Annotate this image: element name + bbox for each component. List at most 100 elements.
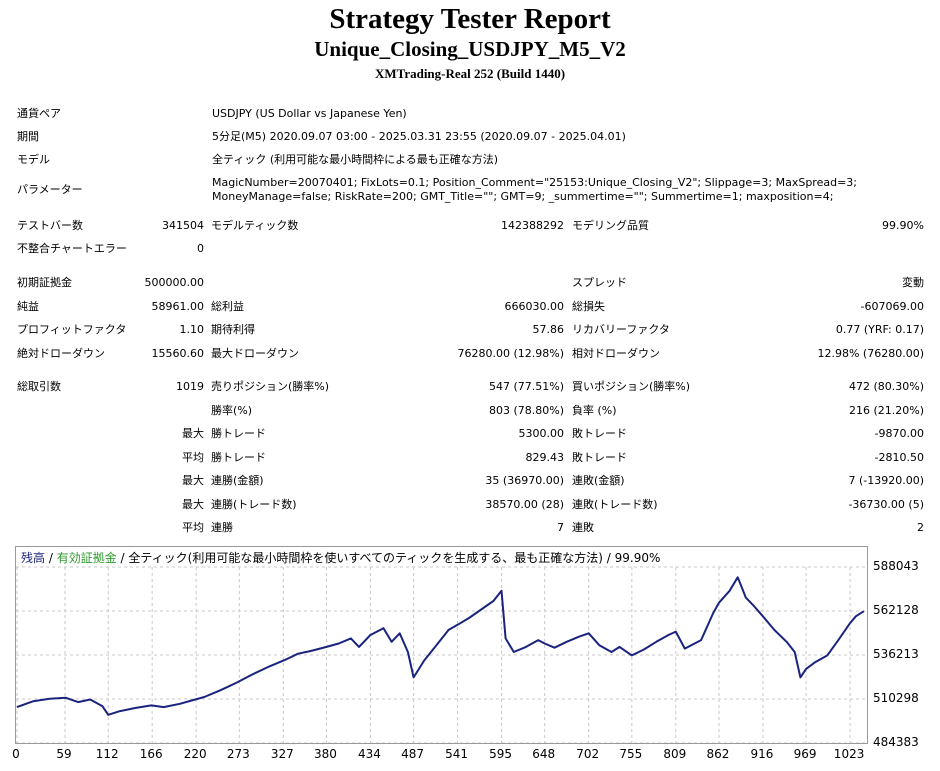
long-positions-value: 472 (80.30%) bbox=[848, 380, 924, 393]
period-value: 5分足(M5) 2020.09.07 03:00 - 2025.03.31 23… bbox=[212, 130, 626, 143]
x-tick-label: 809 bbox=[663, 747, 687, 761]
balance-line bbox=[16, 576, 865, 716]
gross-loss-label: 総損失 bbox=[572, 300, 605, 313]
expected-payoff-value: 57.86 bbox=[532, 323, 565, 336]
symbol-value: USDJPY (US Dollar vs Japanese Yen) bbox=[212, 107, 407, 120]
balance-chart: 残高 / 有効証拠金 / 全ティック(利用可能な最小時間枠を使いすべてのティック… bbox=[15, 546, 868, 744]
cons-loss-label: 連敗(トレード数) bbox=[572, 498, 658, 511]
average-loss-value: -2810.50 bbox=[874, 451, 924, 464]
abs-drawdown-label: 絶対ドローダウン bbox=[17, 347, 105, 360]
avg-cons-losses-label: 連敗 bbox=[572, 521, 594, 534]
bars-value: 341504 bbox=[162, 219, 204, 232]
win-rate-value: 803 (78.80%) bbox=[488, 404, 564, 417]
caption-sep-1: / bbox=[45, 551, 57, 565]
x-tick-label: 862 bbox=[706, 747, 730, 761]
avg-cons-wins-label: 連勝 bbox=[211, 521, 233, 534]
short-positions-value: 547 (77.51%) bbox=[488, 380, 564, 393]
rel-drawdown-value: 12.98% (76280.00) bbox=[817, 347, 924, 360]
quality-label: モデリング品質 bbox=[572, 219, 649, 232]
gross-profit-value: 666030.00 bbox=[504, 300, 565, 313]
ticks-value: 142388292 bbox=[501, 219, 564, 232]
cons-losses-money-label: 連敗(金額) bbox=[572, 474, 625, 487]
cons-losses-money-value: 7 (-13920.00) bbox=[848, 474, 924, 487]
x-tick-label: 434 bbox=[357, 747, 381, 761]
y-tick-label: 510298 bbox=[873, 691, 919, 705]
average-loss-label: 敗トレード bbox=[572, 451, 627, 464]
y-tick-label: 536213 bbox=[873, 647, 919, 661]
x-tick-label: 595 bbox=[489, 747, 512, 761]
params-line-1: MagicNumber=20070401; FixLots=0.1; Posit… bbox=[212, 176, 857, 189]
average-win-value: 829.43 bbox=[525, 451, 565, 464]
x-tick-label: 969 bbox=[793, 747, 817, 761]
spread-value: 変動 bbox=[902, 276, 924, 289]
short-positions-label: 売りポジション(勝率%) bbox=[211, 380, 330, 393]
gross-profit-label: 総利益 bbox=[211, 300, 244, 313]
caption-balance: 残高 bbox=[21, 551, 46, 565]
avg-cons-label: 平均 bbox=[182, 521, 204, 534]
x-tick-label: 166 bbox=[139, 747, 163, 761]
x-tick-label: 916 bbox=[750, 747, 774, 761]
params-label: パラメーター bbox=[17, 183, 83, 196]
expected-payoff-label: 期待利得 bbox=[211, 323, 255, 336]
cons-profit-value: 38570.00 (28) bbox=[485, 498, 564, 511]
caption-model: 全ティック(利用可能な最小時間枠を使いすべてのティックを生成する、最も正確な方法… bbox=[128, 551, 661, 565]
symbol-label: 通貨ペア bbox=[17, 107, 61, 120]
total-trades-label: 総取引数 bbox=[17, 380, 61, 393]
cons-wins-money-value: 35 (36970.00) bbox=[485, 474, 564, 487]
total-trades-value: 1019 bbox=[176, 380, 204, 393]
server-build: XMTrading-Real 252 (Build 1440) bbox=[374, 66, 566, 81]
average-win-label: 勝トレード bbox=[211, 451, 266, 464]
cons-wins-money-label: 連勝(金額) bbox=[211, 474, 264, 487]
x-tick-label: 0 bbox=[12, 747, 20, 761]
cons-profit-label: 連勝(トレード数) bbox=[211, 498, 297, 511]
x-tick-label: 487 bbox=[401, 747, 425, 761]
largest-loss-label: 敗トレード bbox=[572, 427, 627, 440]
largest-win-label: 勝トレード bbox=[211, 427, 266, 440]
x-tick-label: 702 bbox=[576, 747, 600, 761]
x-tick-label: 112 bbox=[95, 747, 119, 761]
report-subtitle: Unique_Closing_USDJPY_M5_V2 bbox=[314, 37, 626, 61]
profit-factor-label: プロフィットファクタ bbox=[17, 323, 127, 336]
y-tick-label: 588043 bbox=[873, 559, 919, 573]
params-line-2: MoneyManage=false; RiskRate=200; GMT_Tit… bbox=[212, 190, 834, 203]
win-rate-label: 勝率(%) bbox=[211, 404, 253, 417]
profit-factor-value: 1.10 bbox=[179, 323, 205, 336]
rel-drawdown-label: 相対ドローダウン bbox=[572, 347, 660, 360]
caption-equity: 有効証拠金 bbox=[56, 551, 117, 565]
abs-drawdown-value: 15560.60 bbox=[151, 347, 205, 360]
max-cons-count-label: 最大 bbox=[182, 498, 204, 511]
x-tick-label: 541 bbox=[445, 747, 469, 761]
loss-rate-value: 216 (21.20%) bbox=[848, 404, 924, 417]
spread-label: スプレッド bbox=[572, 276, 627, 289]
long-positions-label: 買いポジション(勝率%) bbox=[572, 380, 691, 393]
net-profit-label: 純益 bbox=[17, 300, 39, 313]
deposit-label: 初期証拠金 bbox=[17, 276, 72, 289]
report-title: Strategy Tester Report bbox=[329, 3, 611, 35]
average-label: 平均 bbox=[182, 451, 204, 464]
largest-loss-value: -9870.00 bbox=[874, 427, 924, 440]
bars-label: テストバー数 bbox=[17, 219, 83, 232]
mismatch-value: 0 bbox=[197, 242, 204, 255]
x-tick-label: 59 bbox=[56, 747, 72, 761]
recovery-factor-label: リカバリーファクタ bbox=[572, 323, 670, 336]
x-tick-label: 220 bbox=[183, 747, 207, 761]
gross-loss-value: -607069.00 bbox=[860, 300, 924, 313]
caption-sep-2: / bbox=[116, 551, 129, 565]
loss-rate-label: 負率 (%) bbox=[572, 404, 617, 417]
avg-cons-wins-value: 7 bbox=[557, 521, 564, 534]
recovery-factor-value: 0.77 (YRF: 0.17) bbox=[835, 323, 924, 336]
max-cons-label: 最大 bbox=[182, 474, 204, 487]
balance-chart-svg bbox=[16, 566, 867, 743]
max-drawdown-label: 最大ドローダウン bbox=[211, 347, 299, 360]
period-label: 期間 bbox=[17, 130, 39, 143]
mismatch-label: 不整合チャートエラー bbox=[17, 242, 127, 255]
quality-value: 99.90% bbox=[882, 219, 924, 232]
y-tick-label: 562128 bbox=[873, 603, 919, 617]
x-tick-label: 327 bbox=[270, 747, 294, 761]
chart-caption: 残高 / 有効証拠金 / 全ティック(利用可能な最小時間枠を使いすべてのティック… bbox=[21, 551, 660, 566]
y-tick-label: 484383 bbox=[873, 735, 919, 749]
largest-label: 最大 bbox=[182, 427, 204, 440]
x-tick-label: 380 bbox=[314, 747, 337, 761]
x-tick-label: 1023 bbox=[833, 747, 865, 761]
x-tick-label: 648 bbox=[532, 747, 556, 761]
